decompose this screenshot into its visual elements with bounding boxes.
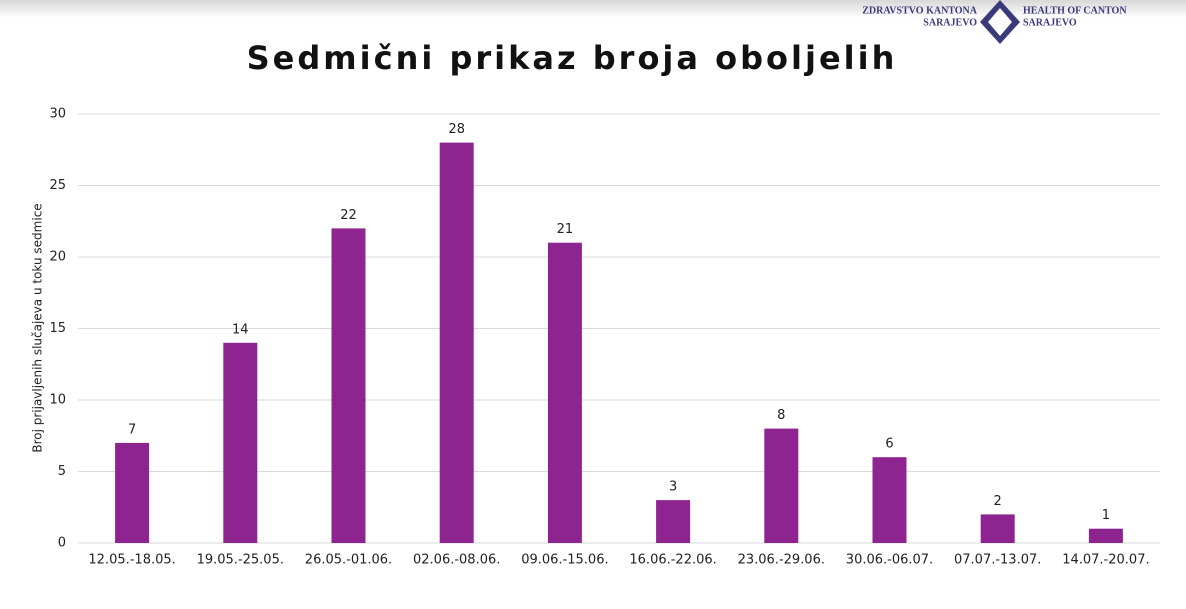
bar xyxy=(656,500,691,543)
x-tick-label: 30.06.-06.07. xyxy=(846,553,933,568)
x-tick-label: 12.05.-18.05. xyxy=(88,553,175,568)
x-tick-label: 07.07.-13.07. xyxy=(954,553,1041,568)
y-tick-label: 0 xyxy=(58,536,66,551)
bar xyxy=(980,514,1015,543)
data-label: 2 xyxy=(994,494,1002,509)
x-tick-label: 26.05.-01.06. xyxy=(305,553,392,568)
bar xyxy=(331,228,366,543)
data-label: 14 xyxy=(232,322,249,337)
bar xyxy=(1088,528,1123,543)
bar xyxy=(223,342,258,543)
y-tick-label: 5 xyxy=(58,464,66,479)
top-shade xyxy=(0,0,1186,18)
data-label: 3 xyxy=(669,480,677,495)
data-label: 1 xyxy=(1102,508,1110,523)
x-tick-label: 23.06.-29.06. xyxy=(738,553,825,568)
chart-title: Sedmični prikaz broja oboljelih xyxy=(247,39,898,77)
logo-text: HEALTH OF CANTON xyxy=(1023,5,1127,16)
bar xyxy=(439,142,474,543)
y-tick-label: 30 xyxy=(49,107,66,122)
x-tick-label: 14.07.-20.07. xyxy=(1062,553,1149,568)
x-tick-label: 16.06.-22.06. xyxy=(629,553,716,568)
logo-text: SARAJEVO xyxy=(1023,17,1077,28)
y-tick-label: 20 xyxy=(49,250,66,265)
logo-emblem-inner xyxy=(988,8,1012,36)
x-tick-label: 09.06.-15.06. xyxy=(521,553,608,568)
y-tick-label: 25 xyxy=(49,178,66,193)
data-label: 28 xyxy=(448,122,465,137)
data-label: 21 xyxy=(557,222,574,237)
logo-text: SARAJEVO xyxy=(923,17,977,28)
bar xyxy=(764,428,799,543)
x-tick-label: 19.05.-25.05. xyxy=(197,553,284,568)
data-label: 7 xyxy=(128,422,136,437)
bar xyxy=(547,242,582,543)
data-label: 22 xyxy=(340,208,357,223)
y-tick-label: 15 xyxy=(49,321,66,336)
bar xyxy=(115,442,150,543)
y-axis-label: Broj prijavljenih slučajeva u toku sedmi… xyxy=(31,203,45,452)
data-label: 8 xyxy=(777,408,785,423)
logo-text: ZDRAVSTVO KANTONA xyxy=(862,5,978,16)
bar xyxy=(872,457,907,543)
y-tick-label: 10 xyxy=(49,393,66,408)
data-label: 6 xyxy=(885,437,893,452)
x-tick-label: 02.06.-08.06. xyxy=(413,553,500,568)
